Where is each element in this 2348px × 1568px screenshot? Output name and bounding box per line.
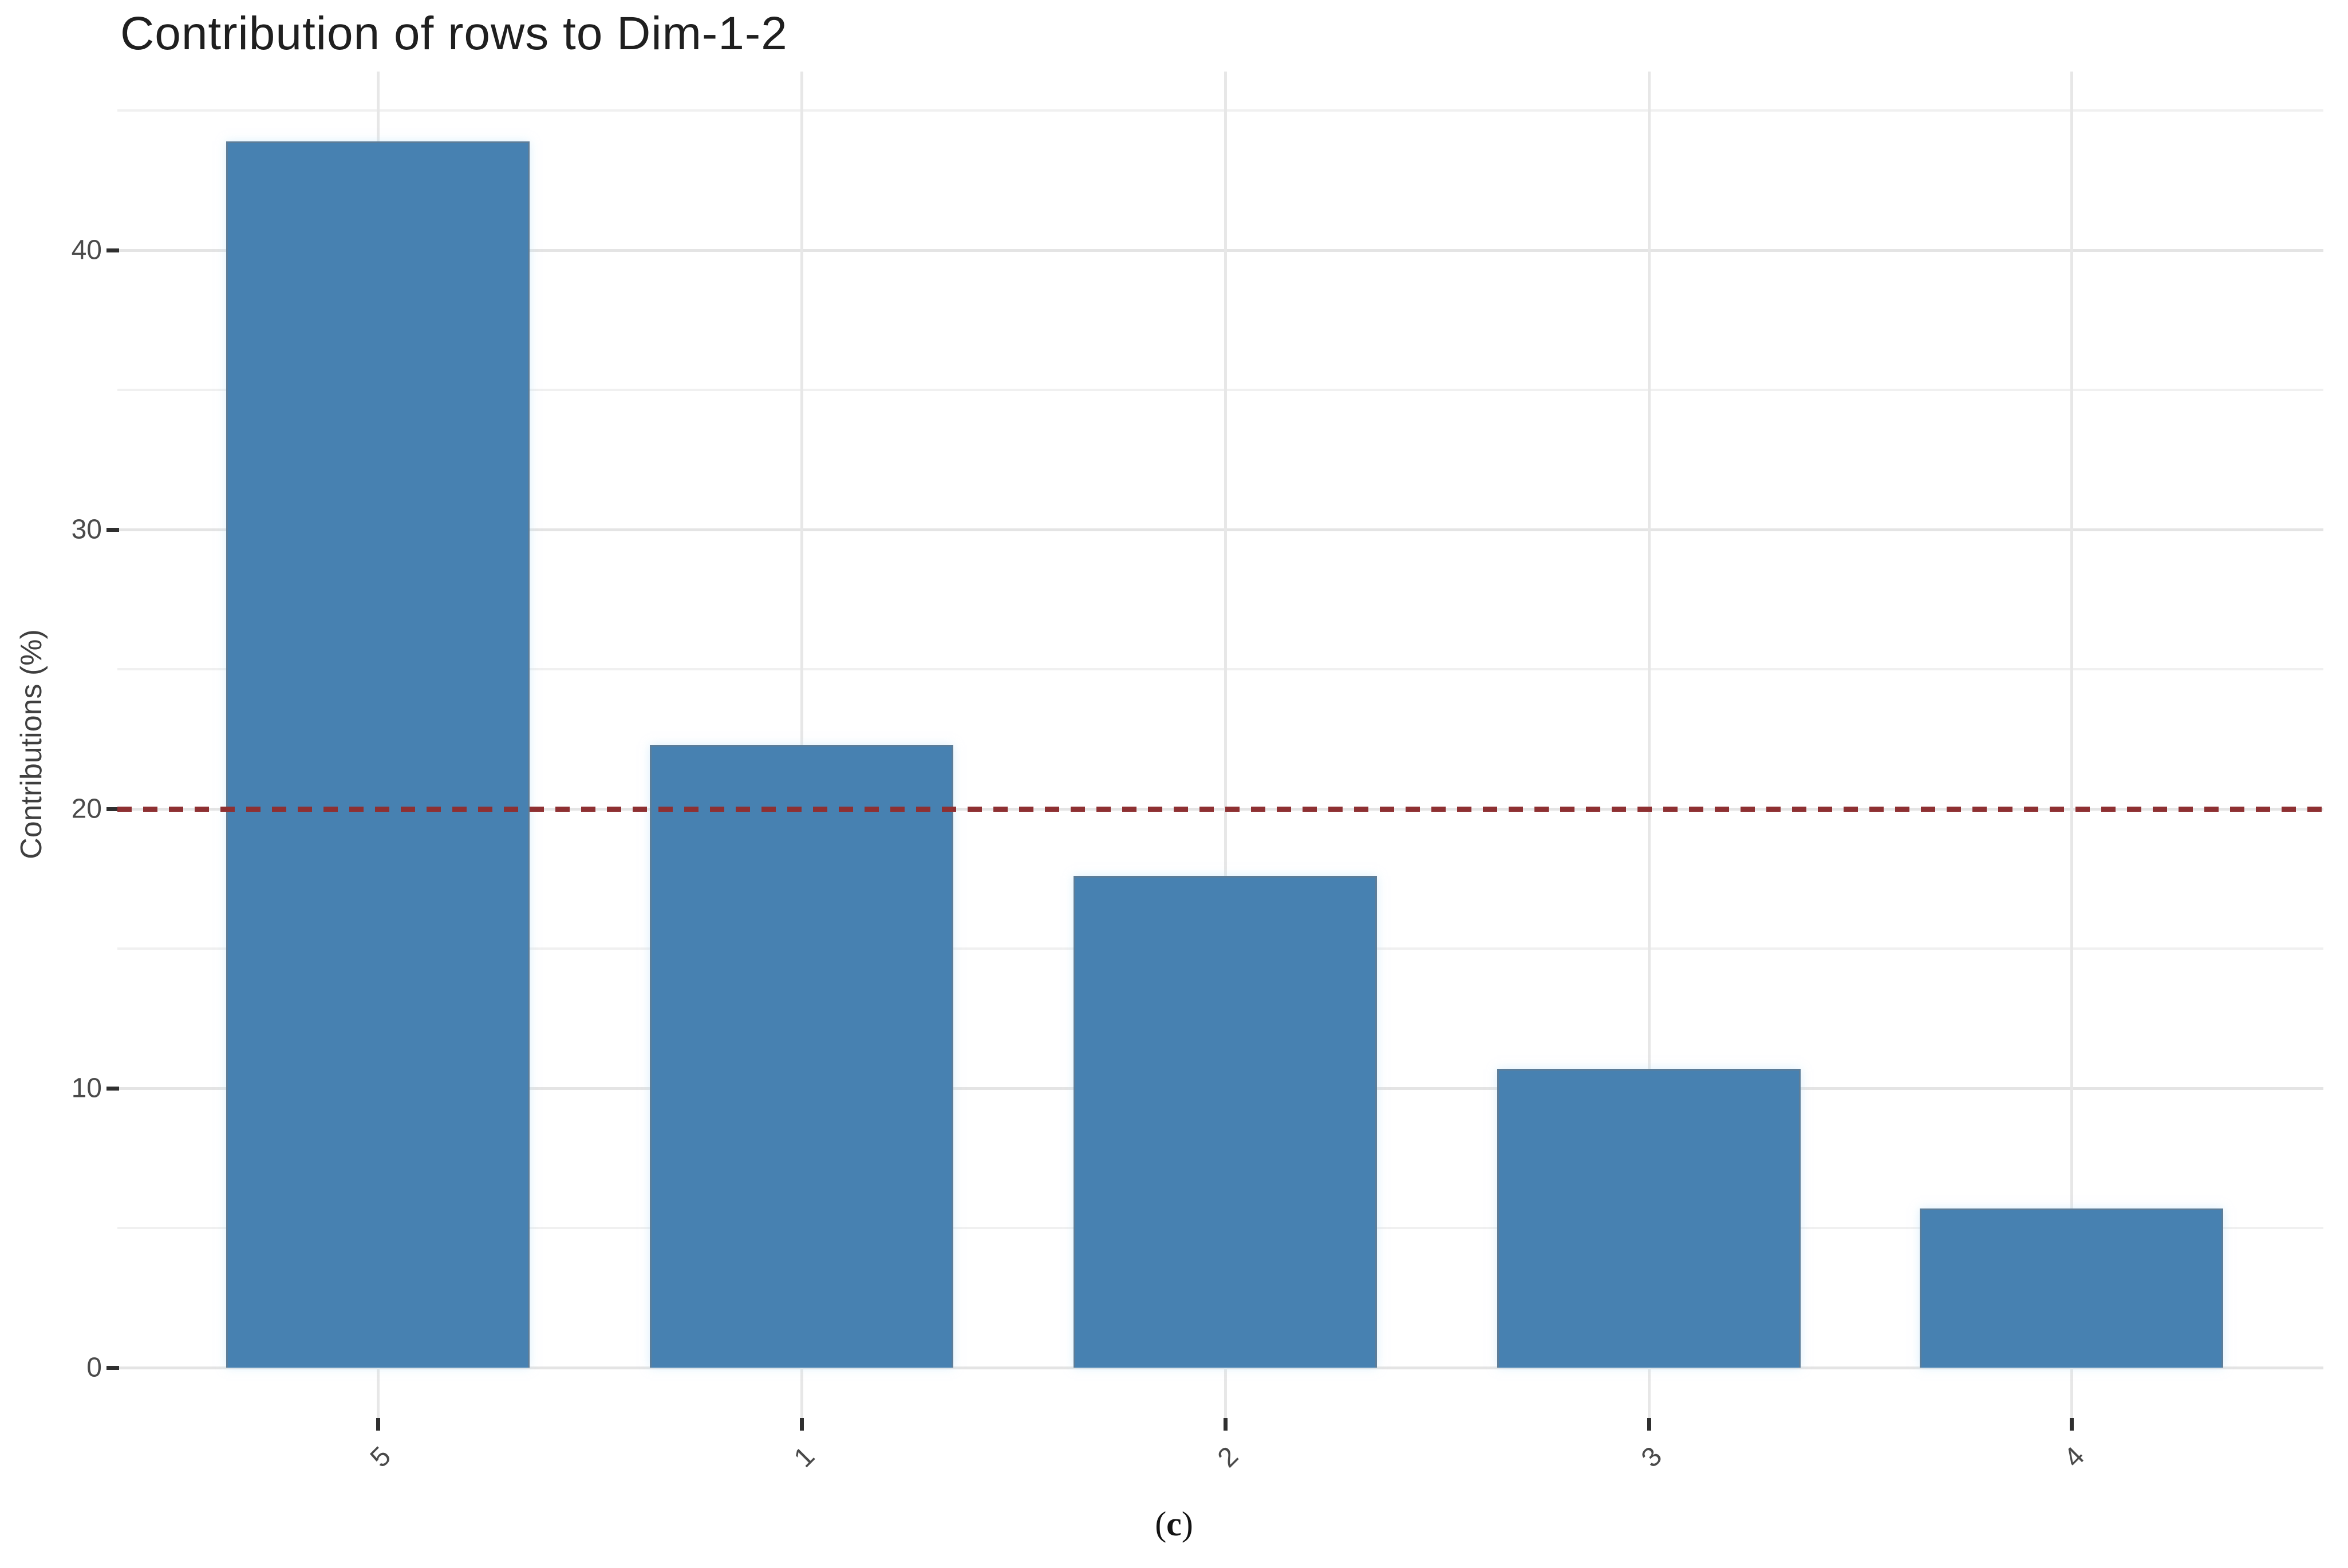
y-axis-tick-20: [106, 807, 119, 811]
caption-paren-open: (: [1155, 1505, 1167, 1543]
bar-category-4: [1920, 1208, 2223, 1368]
y-axis-tick-label-30: 30: [71, 514, 102, 545]
y-axis-tick-label-20: 20: [71, 793, 102, 824]
x-axis-tick-1: [800, 1418, 804, 1431]
y-axis-tick-0: [106, 1366, 119, 1370]
gridline-major-y40: [117, 249, 2323, 252]
gridline-minor-y25: [117, 668, 2323, 670]
y-axis-tick-30: [106, 528, 119, 532]
reference-line-20pct: [117, 807, 2323, 812]
x-axis-tick-3: [1647, 1418, 1651, 1431]
figure-caption: (c): [0, 1504, 2348, 1544]
x-axis-tick-label-4: 4: [2058, 1441, 2091, 1474]
bar-category-3: [1497, 1068, 1801, 1368]
y-axis-tick-label-0: 0: [86, 1352, 102, 1383]
x-axis-tick-label-5: 5: [364, 1441, 397, 1474]
chart-title: Contribution of rows to Dim-1-2: [120, 7, 788, 60]
gridline-minor-y45: [117, 109, 2323, 112]
bar-category-2: [1074, 876, 1377, 1368]
x-axis-tick-2: [1224, 1418, 1228, 1431]
y-axis-tick-40: [106, 248, 119, 252]
x-axis-tick-4: [2070, 1418, 2074, 1431]
gridline-major-y30: [117, 528, 2323, 531]
bar-category-5: [226, 141, 530, 1368]
x-axis-tick-label-1: 1: [788, 1441, 821, 1474]
caption-letter: c: [1166, 1505, 1182, 1543]
caption-paren-close: ): [1181, 1505, 1193, 1543]
x-axis-tick-label-2: 2: [1212, 1441, 1245, 1474]
gridline-x-2: [1224, 72, 1227, 1418]
gridline-minor-y35: [117, 389, 2323, 391]
gridline-major-y0: [117, 1366, 2323, 1369]
y-axis-tick-label-10: 10: [71, 1073, 102, 1104]
gridline-x-3: [1648, 72, 1651, 1418]
bar-category-1: [650, 744, 953, 1368]
x-axis-tick-label-3: 3: [1635, 1441, 1668, 1474]
x-axis-tick-5: [376, 1418, 380, 1431]
y-axis-tick-label-40: 40: [71, 235, 102, 266]
y-axis-tick-10: [106, 1087, 119, 1091]
gridline-x-4: [2070, 72, 2073, 1418]
